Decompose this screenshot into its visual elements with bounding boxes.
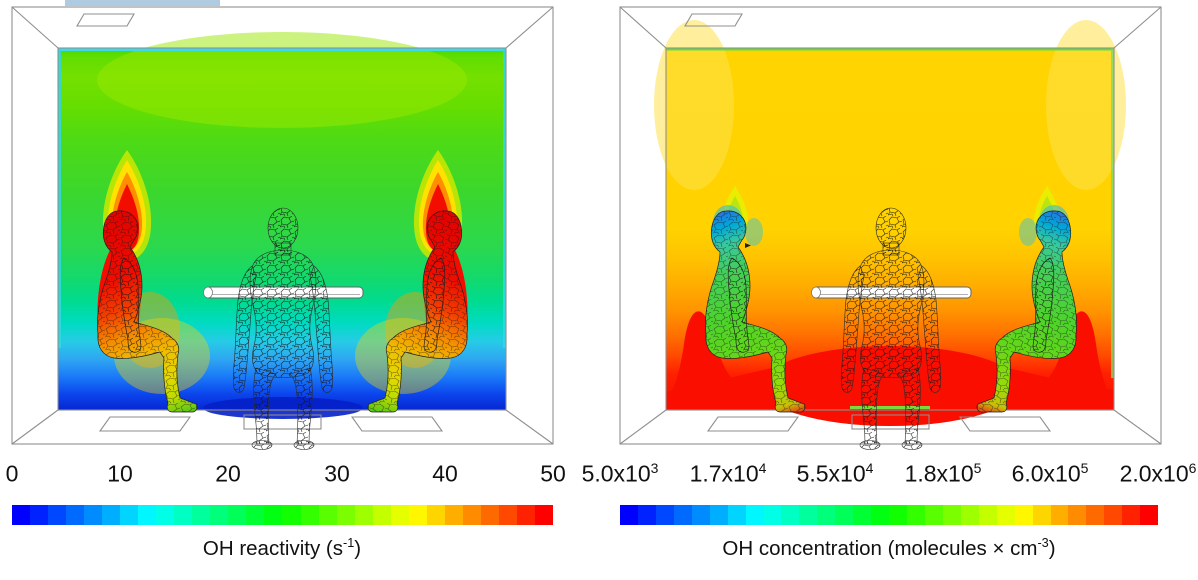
tick-text: 1.8x10 bbox=[904, 460, 974, 487]
tick-text: 10 bbox=[107, 460, 133, 487]
tick-text: 1.7x10 bbox=[689, 460, 759, 487]
tick-sup: 5 bbox=[1080, 460, 1089, 476]
panel-oh-concentration bbox=[619, 6, 1162, 450]
tick-concentration-3: 1.8x105 bbox=[905, 460, 982, 488]
tick-text: 20 bbox=[215, 460, 241, 487]
cursor-artifact bbox=[745, 243, 751, 248]
panel-oh-reactivity bbox=[11, 6, 554, 450]
tick-reactivity-5: 50 bbox=[540, 460, 566, 488]
selection-bar-artifact bbox=[65, 0, 220, 6]
caption-sup: -3 bbox=[1037, 535, 1049, 550]
tick-concentration-2: 5.5x104 bbox=[797, 460, 874, 488]
tick-sup: 3 bbox=[650, 460, 659, 476]
colorbar-reactivity bbox=[12, 505, 553, 525]
tick-reactivity-1: 10 bbox=[107, 460, 133, 488]
tick-text: 30 bbox=[324, 460, 350, 487]
tick-concentration-4: 6.0x105 bbox=[1012, 460, 1089, 488]
caption-text: ) bbox=[1048, 536, 1056, 560]
tick-text: 50 bbox=[540, 460, 566, 487]
tick-sup: 6 bbox=[1188, 460, 1197, 476]
tick-text: 5.5x10 bbox=[796, 460, 866, 487]
tick-reactivity-2: 20 bbox=[215, 460, 241, 488]
caption-text: OH concentration (molecules × cm bbox=[722, 536, 1038, 560]
tick-concentration-0: 5.0x103 bbox=[582, 460, 659, 488]
tick-text: 6.0x10 bbox=[1011, 460, 1081, 487]
caption-text: OH reactivity (s bbox=[202, 536, 343, 560]
tick-sup: 4 bbox=[758, 460, 767, 476]
caption-concentration: OH concentration (molecules × cm-3) bbox=[722, 535, 1055, 561]
tick-text: 2.0x10 bbox=[1119, 460, 1189, 487]
tick-text: 5.0x10 bbox=[581, 460, 651, 487]
caption-text: ) bbox=[354, 536, 362, 560]
tick-text: 0 bbox=[5, 460, 19, 487]
tick-sup: 4 bbox=[865, 460, 874, 476]
tick-concentration-1: 1.7x104 bbox=[690, 460, 767, 488]
colorbar-concentration bbox=[620, 505, 1159, 525]
caption-sup: -1 bbox=[342, 535, 355, 550]
tick-concentration-5: 2.0x106 bbox=[1120, 460, 1197, 488]
caption-reactivity: OH reactivity (s-1) bbox=[203, 535, 361, 561]
tick-reactivity-3: 30 bbox=[324, 460, 350, 488]
tick-reactivity-0: 0 bbox=[6, 460, 19, 488]
tick-reactivity-4: 40 bbox=[432, 460, 458, 488]
tick-sup: 5 bbox=[973, 460, 982, 476]
tick-text: 40 bbox=[432, 460, 458, 487]
